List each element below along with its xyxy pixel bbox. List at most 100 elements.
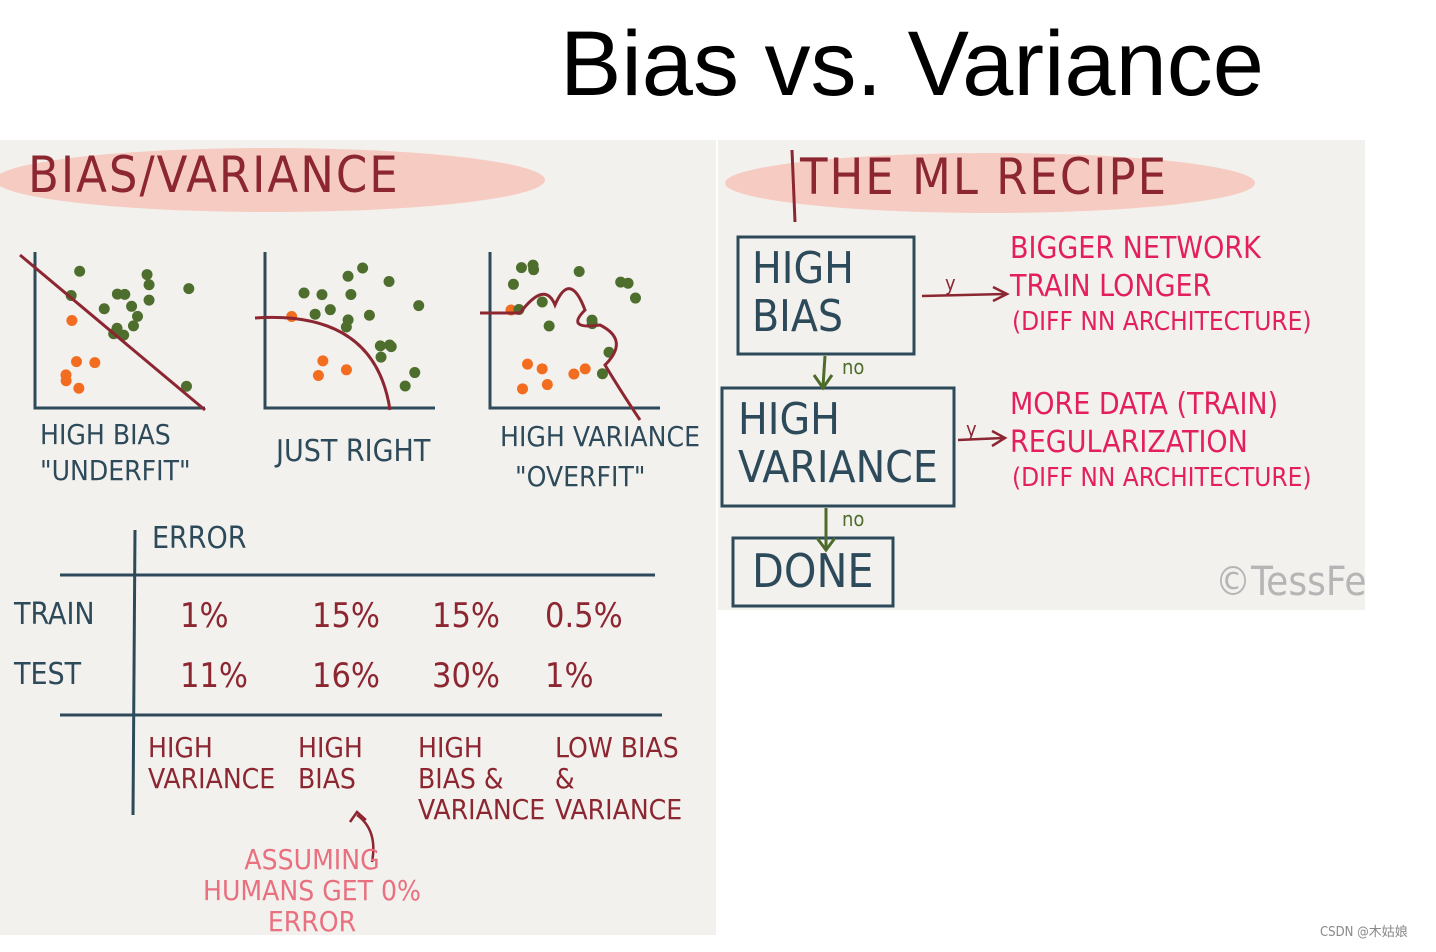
dot bbox=[111, 288, 123, 300]
heading-highlight bbox=[0, 148, 545, 212]
remedy: (DIFF NN ARCHITECTURE) bbox=[1012, 307, 1312, 337]
dot bbox=[399, 380, 411, 392]
table-cell: 1% bbox=[545, 656, 594, 696]
flow-box bbox=[736, 235, 916, 356]
slide-title: Bias vs. Variance bbox=[560, 13, 1264, 115]
dot bbox=[536, 296, 548, 308]
dot bbox=[568, 368, 580, 380]
yes-label: y bbox=[966, 417, 977, 441]
heading: BIAS/VARIANCE bbox=[28, 146, 400, 204]
flow-box-label: HIGH BIAS bbox=[752, 243, 854, 343]
remedy: REGULARIZATION bbox=[1010, 425, 1248, 460]
dot bbox=[141, 269, 153, 281]
dot bbox=[317, 355, 329, 367]
dot bbox=[629, 292, 641, 304]
note: ASSUMING HUMANS GET 0% ERROR bbox=[203, 843, 421, 938]
axis bbox=[33, 252, 205, 410]
dot bbox=[413, 300, 425, 312]
dot bbox=[312, 370, 324, 382]
dot bbox=[126, 300, 138, 312]
remedy: MORE DATA (TRAIN) bbox=[1010, 387, 1279, 422]
dot bbox=[579, 363, 591, 375]
dot bbox=[342, 270, 354, 282]
verdict: HIGH BIAS & VARIANCE bbox=[418, 731, 546, 826]
dot bbox=[507, 278, 519, 290]
plot-sublabel: "OVERFIT" bbox=[515, 460, 646, 493]
table-cell: 16% bbox=[312, 656, 380, 696]
dot bbox=[180, 380, 192, 392]
dot bbox=[536, 363, 548, 375]
dot bbox=[527, 259, 539, 271]
dot bbox=[298, 287, 310, 299]
row-label: TRAIN bbox=[14, 597, 95, 632]
credit: ©TessFe bbox=[1215, 560, 1365, 604]
dot bbox=[143, 294, 155, 306]
dot bbox=[71, 356, 83, 368]
remedy: (DIFF NN ARCHITECTURE) bbox=[1012, 463, 1312, 493]
left-panel bbox=[0, 140, 716, 935]
dot bbox=[316, 289, 328, 301]
heading: THE ML RECIPE bbox=[800, 148, 1169, 206]
dot bbox=[73, 382, 85, 394]
dot bbox=[586, 318, 598, 330]
table-header: ERROR bbox=[152, 521, 247, 556]
fit-curve bbox=[254, 315, 392, 411]
note-arrow bbox=[348, 810, 367, 823]
table-cell: 15% bbox=[312, 596, 380, 636]
verdict: LOW BIAS & VARIANCE bbox=[555, 731, 683, 826]
dot bbox=[375, 351, 387, 363]
no-label: no bbox=[842, 507, 865, 531]
dot bbox=[543, 320, 555, 332]
verdict: HIGH BIAS bbox=[298, 731, 363, 795]
dot bbox=[143, 279, 155, 291]
dot bbox=[132, 310, 144, 322]
dot bbox=[374, 340, 386, 352]
dot bbox=[541, 379, 553, 391]
table-cell: 30% bbox=[432, 656, 500, 696]
dot bbox=[522, 358, 534, 370]
watermark: CSDN @木姑娘 bbox=[1320, 925, 1408, 940]
plot-label: HIGH BIAS bbox=[40, 418, 171, 451]
dot bbox=[357, 262, 369, 274]
no-arrow bbox=[812, 355, 834, 391]
table-cell: 1% bbox=[180, 596, 229, 636]
decor-line bbox=[790, 149, 797, 223]
remedy: TRAIN LONGER bbox=[1010, 269, 1212, 304]
remedy: BIGGER NETWORK bbox=[1010, 231, 1261, 266]
row-label: TEST bbox=[14, 657, 82, 692]
plot-label: HIGH VARIANCE bbox=[500, 420, 701, 453]
table-rule bbox=[131, 529, 137, 816]
verdict: HIGH VARIANCE bbox=[148, 731, 276, 795]
dot bbox=[127, 320, 139, 332]
plot-label: JUST RIGHT bbox=[276, 434, 431, 469]
fit-curve bbox=[19, 253, 206, 412]
dot bbox=[615, 276, 627, 288]
note-arrow bbox=[356, 813, 375, 863]
dot bbox=[89, 357, 101, 369]
table-cell: 15% bbox=[432, 596, 500, 636]
dot bbox=[60, 375, 72, 387]
dot bbox=[596, 368, 608, 380]
dot bbox=[384, 339, 396, 351]
dot bbox=[409, 367, 421, 379]
dot bbox=[309, 308, 321, 320]
flow-box-label: DONE bbox=[752, 544, 874, 598]
plot-sublabel: "UNDERFIT" bbox=[40, 454, 191, 487]
table-cell: 11% bbox=[180, 656, 248, 696]
dot bbox=[183, 283, 195, 295]
dot bbox=[74, 265, 86, 277]
dot bbox=[363, 309, 375, 321]
dot bbox=[515, 262, 527, 274]
dot bbox=[573, 266, 585, 278]
dot bbox=[345, 289, 357, 301]
dot bbox=[324, 304, 336, 316]
dot bbox=[66, 315, 78, 327]
heading-highlight bbox=[725, 153, 1255, 213]
yes-arrow bbox=[957, 429, 1008, 448]
flow-box bbox=[720, 386, 956, 508]
yes-label: y bbox=[945, 271, 956, 295]
dot bbox=[98, 303, 110, 315]
dot bbox=[342, 314, 354, 326]
flow-box-label: HIGH VARIANCE bbox=[738, 394, 938, 494]
